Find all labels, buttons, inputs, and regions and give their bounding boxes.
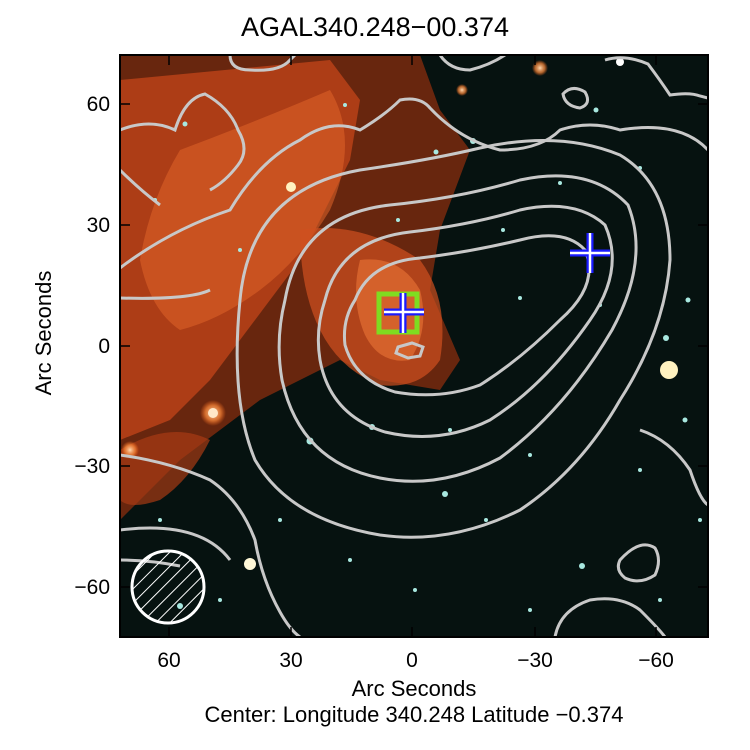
y-tick-label: −60 bbox=[74, 576, 110, 599]
beam-size-circle bbox=[130, 549, 206, 625]
y-tick-label: −30 bbox=[74, 455, 110, 478]
y-tick-label: 0 bbox=[98, 335, 110, 358]
x-tick-label: −60 bbox=[638, 649, 674, 672]
y-tick-label: 60 bbox=[87, 93, 110, 116]
y-tick-label: 30 bbox=[87, 214, 110, 237]
x-tick-label: 60 bbox=[157, 649, 180, 672]
source-cross-center bbox=[384, 293, 424, 333]
bright-stars bbox=[121, 58, 678, 570]
figure-title: AGAL340.248−00.374 bbox=[241, 12, 509, 42]
x-tick-label: 30 bbox=[279, 649, 302, 672]
nebula-emission bbox=[120, 55, 470, 520]
tick-marks bbox=[120, 55, 708, 637]
intensity-contours bbox=[120, 55, 708, 637]
source-cross-offset bbox=[570, 233, 610, 273]
x-tick-label: −30 bbox=[517, 649, 553, 672]
x-tick-label: 0 bbox=[406, 649, 418, 672]
center-coordinates: Center: Longitude 340.248 Latitude −0.37… bbox=[204, 702, 624, 727]
y-axis-label: Arc Seconds bbox=[31, 270, 56, 396]
x-axis-label: Arc Seconds bbox=[351, 676, 477, 701]
